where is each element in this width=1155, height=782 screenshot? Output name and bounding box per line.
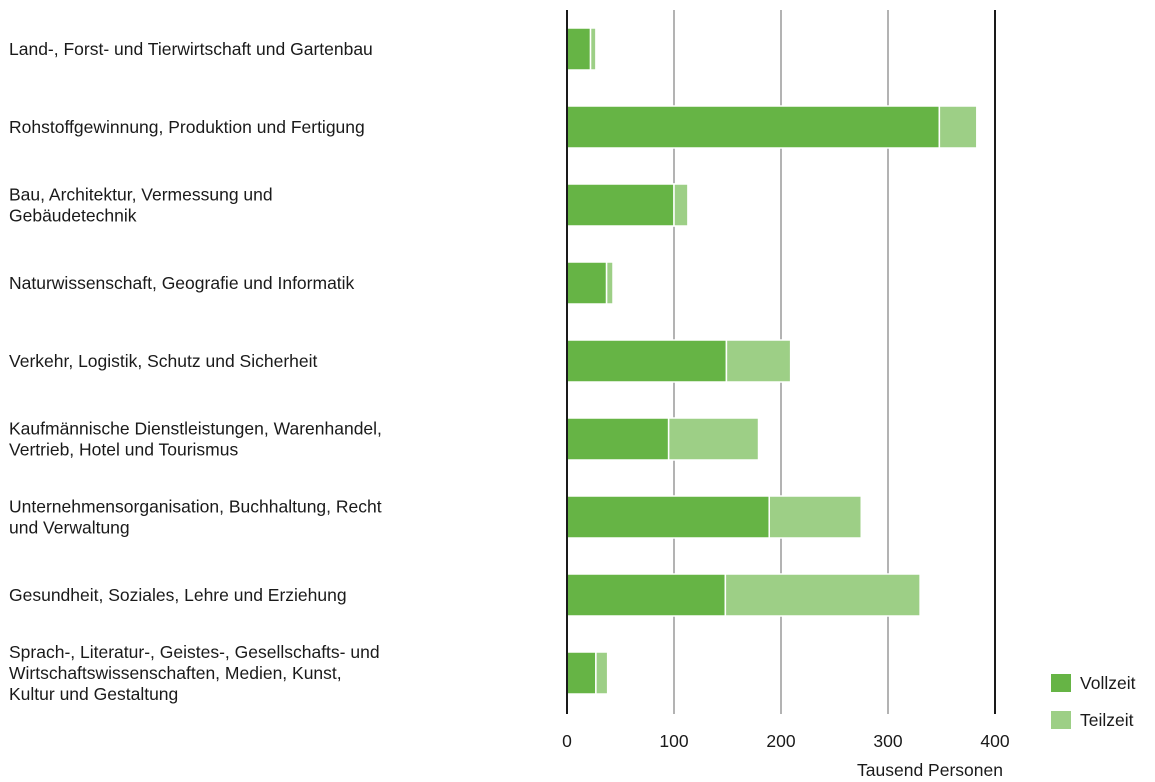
x-tick-label: 100	[659, 731, 688, 751]
category-labels: Land-, Forst- und Tierwirtschaft und Gar…	[9, 39, 382, 704]
category-label-line: Land-, Forst- und Tierwirtschaft und Gar…	[9, 39, 373, 59]
bar-vollzeit-7	[566, 573, 727, 617]
x-tick-label: 200	[766, 731, 795, 751]
bar-vollzeit-4	[566, 339, 728, 383]
bar-teilzeit-8	[595, 651, 609, 695]
legend-label-vollzeit: Vollzeit	[1080, 673, 1136, 693]
legend-swatch-teilzeit	[1051, 711, 1071, 729]
category-label-line: Bau, Architektur, Vermessung und	[9, 185, 273, 205]
category-label: Gesundheit, Soziales, Lehre und Erziehun…	[9, 585, 347, 605]
category-label-line: Kultur und Gestaltung	[9, 684, 178, 704]
bar-teilzeit-4	[725, 339, 792, 383]
category-label: Bau, Architektur, Vermessung und Gebäudet…	[9, 185, 273, 226]
category-label-line: Verkehr, Logistik, Schutz und Sicherheit	[9, 351, 318, 371]
x-axis-title: Tausend Personen	[857, 760, 1003, 780]
category-label-line: Gesundheit, Soziales, Lehre und Erziehun…	[9, 585, 347, 605]
category-label-line: Kaufmännische Dienstleistungen, Warenhan…	[9, 419, 382, 439]
category-label-line: Naturwissenschaft, Geografie und Informa…	[9, 273, 355, 293]
category-label: Rohstoffgewinnung, Produktion und Fertig…	[9, 117, 365, 137]
bar-teilzeit-1	[938, 105, 978, 149]
bar-teilzeit-2	[673, 183, 689, 227]
legend: Vollzeit Teilzeit	[1051, 673, 1136, 730]
bar-vollzeit-1	[566, 105, 941, 149]
category-label: Sprach-, Literatur-, Geistes-, Gesellsch…	[9, 642, 380, 704]
bar-vollzeit-0	[566, 27, 592, 71]
legend-label-teilzeit: Teilzeit	[1080, 710, 1134, 730]
bar-vollzeit-3	[566, 261, 608, 305]
category-label-line: Wirtschaftswissenschaften, Medien, Kunst…	[9, 663, 342, 683]
category-label-line: Rohstoffgewinnung, Produktion und Fertig…	[9, 117, 365, 137]
category-label: Land-, Forst- und Tierwirtschaft und Gar…	[9, 39, 373, 59]
bar-teilzeit-7	[724, 573, 921, 617]
bar-teilzeit-3	[605, 261, 614, 305]
bar-vollzeit-2	[566, 183, 675, 227]
category-label-line: Vertrieb, Hotel und Tourismus	[9, 440, 238, 460]
bar-teilzeit-0	[589, 27, 597, 71]
category-label-line: Unternehmensorganisation, Buchhaltung, R…	[9, 497, 382, 517]
bar-vollzeit-5	[566, 417, 670, 461]
category-label-line: Gebäudetechnik	[9, 206, 137, 226]
x-tick-label: 300	[873, 731, 902, 751]
bar-vollzeit-6	[566, 495, 770, 539]
category-label: Kaufmännische Dienstleistungen, Warenhan…	[9, 419, 382, 460]
category-label-line: Sprach-, Literatur-, Geistes-, Gesellsch…	[9, 642, 380, 662]
bar-vollzeit-8	[566, 651, 597, 695]
category-label: Naturwissenschaft, Geografie und Informa…	[9, 273, 355, 293]
category-label: Unternehmensorganisation, Buchhaltung, R…	[9, 497, 382, 538]
bar-teilzeit-5	[667, 417, 760, 461]
legend-swatch-vollzeit	[1051, 674, 1071, 692]
x-tick-label: 0	[562, 731, 572, 751]
bar-teilzeit-6	[768, 495, 862, 539]
x-tick-label: 400	[980, 731, 1009, 751]
category-label: Verkehr, Logistik, Schutz und Sicherheit	[9, 351, 318, 371]
bars	[566, 27, 978, 695]
x-tick-labels: 0 100 200 300 400	[562, 731, 1010, 751]
category-label-line: und Verwaltung	[9, 518, 130, 538]
